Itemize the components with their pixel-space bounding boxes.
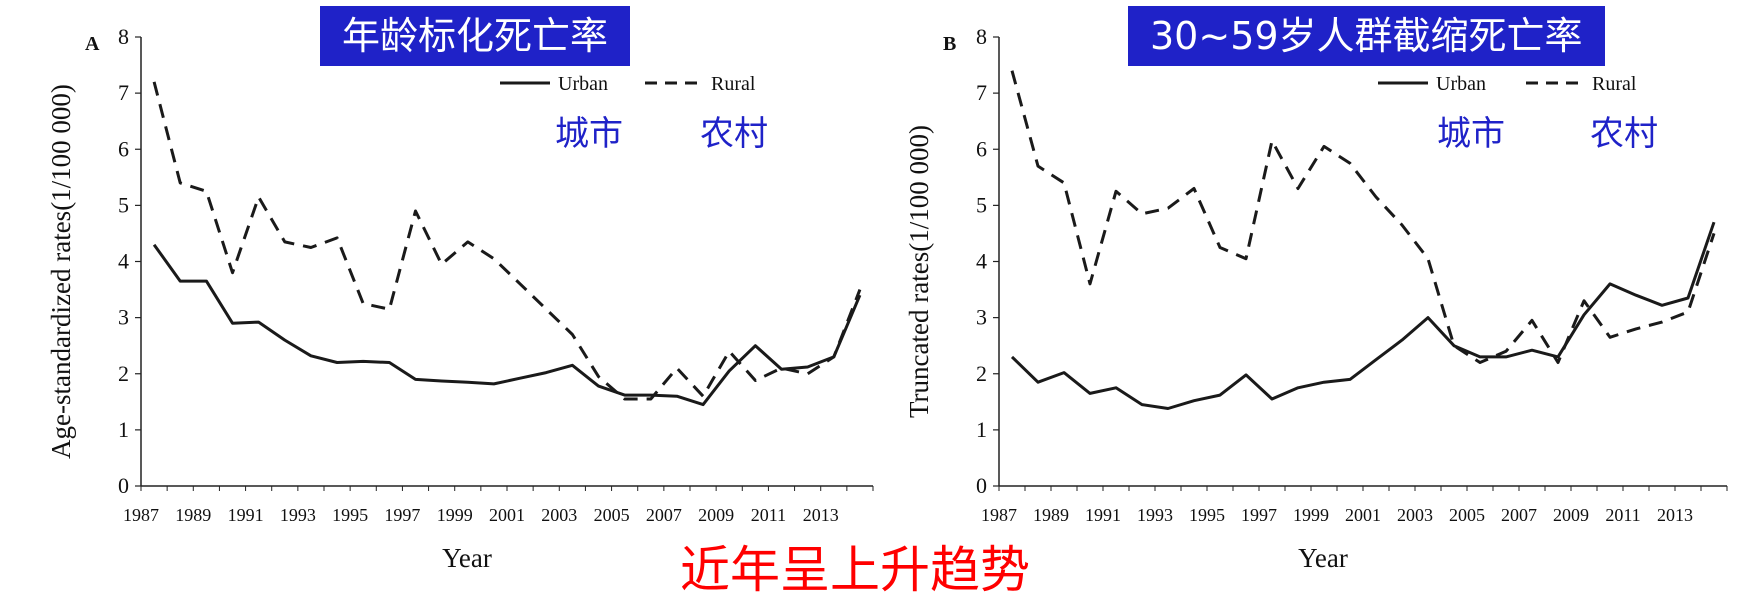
series-line-urban bbox=[1010, 221, 1716, 410]
panel-letter: B bbox=[943, 33, 956, 55]
y-axis-title: Truncated rates(1/100 000) bbox=[904, 125, 934, 418]
y-tick-label: 2 bbox=[118, 361, 129, 386]
x-tick-label: 1997 bbox=[1241, 505, 1277, 525]
x-tick-label: 2013 bbox=[803, 505, 839, 525]
x-tick-label: 2003 bbox=[541, 505, 577, 525]
series-line-rural bbox=[152, 81, 862, 401]
y-tick-label: 8 bbox=[976, 24, 987, 49]
x-tick-label: 2013 bbox=[1657, 505, 1693, 525]
series-line-rural bbox=[1010, 70, 1716, 364]
x-axis-title: Year bbox=[442, 543, 492, 573]
y-tick-label: 4 bbox=[976, 249, 987, 274]
legend-label-rural: Rural bbox=[711, 73, 756, 95]
x-tick-label: 2005 bbox=[594, 505, 630, 525]
x-tick-label: 1993 bbox=[1137, 505, 1173, 525]
trend-annotation: 近年呈上升趋势 bbox=[680, 541, 1030, 599]
y-tick-label: 3 bbox=[976, 305, 987, 330]
panel-a-title: 年龄标化死亡率 bbox=[320, 6, 631, 66]
y-tick-label: 5 bbox=[118, 192, 129, 217]
x-tick-label: 1997 bbox=[384, 505, 420, 525]
x-tick-label: 1987 bbox=[123, 505, 159, 525]
panel-b-legend-rural-cn: 农村 bbox=[1590, 114, 1658, 154]
x-tick-label: 2005 bbox=[1449, 505, 1485, 525]
x-tick-label: 2007 bbox=[1501, 505, 1537, 525]
x-tick-label: 1993 bbox=[280, 505, 316, 525]
legend-label-urban: Urban bbox=[558, 73, 608, 95]
x-tick-label: 1995 bbox=[1189, 505, 1225, 525]
x-tick-label: 2009 bbox=[698, 505, 734, 525]
y-tick-label: 2 bbox=[976, 361, 987, 386]
y-tick-label: 7 bbox=[976, 80, 987, 105]
panel-b: 0 1 2 3 4 5 6 7 8 1987 1989 1991 1993 1995 1997 1999 200… bbox=[904, 24, 1728, 573]
legend-label-rural: Rural bbox=[1592, 73, 1637, 95]
x-tick-label: 1991 bbox=[1085, 505, 1121, 525]
x-tick-label: 2009 bbox=[1553, 505, 1589, 525]
x-tick-label: 1999 bbox=[1293, 505, 1329, 525]
panel-a-legend-rural-cn: 农村 bbox=[700, 114, 768, 154]
x-tick-label: 1999 bbox=[437, 505, 473, 525]
y-tick-label: 6 bbox=[118, 136, 129, 161]
panel-letter: A bbox=[85, 33, 100, 55]
y-axis-title: Age-standardized rates(1/100 000) bbox=[46, 84, 76, 459]
y-tick-label: 1 bbox=[118, 417, 129, 442]
legend-label-urban: Urban bbox=[1436, 73, 1486, 95]
panel-b-legend-urban-cn: 城市 bbox=[1437, 114, 1505, 154]
x-tick-label: 1987 bbox=[981, 505, 1017, 525]
y-tick-label: 4 bbox=[118, 249, 129, 274]
x-tick-label: 1995 bbox=[332, 505, 368, 525]
x-tick-label: 2001 bbox=[1345, 505, 1381, 525]
y-tick-label: 6 bbox=[976, 136, 987, 161]
x-tick-label: 1989 bbox=[1033, 505, 1069, 525]
series-line-urban bbox=[152, 243, 862, 407]
y-tick-label: 1 bbox=[976, 417, 987, 442]
x-tick-label: 2001 bbox=[489, 505, 525, 525]
y-tick-label: 8 bbox=[118, 24, 129, 49]
y-tick-label: 0 bbox=[976, 473, 987, 498]
x-tick-label: 2003 bbox=[1397, 505, 1433, 525]
y-tick-label: 5 bbox=[976, 192, 987, 217]
x-tick-label: 1991 bbox=[228, 505, 264, 525]
y-tick-label: 3 bbox=[118, 305, 129, 330]
panel-b-title: 30~59岁人群截缩死亡率 bbox=[1128, 6, 1605, 66]
y-tick-label: 0 bbox=[118, 473, 129, 498]
panel-a-legend-urban-cn: 城市 bbox=[555, 114, 623, 154]
x-axis-title: Year bbox=[1298, 543, 1348, 573]
y-tick-label: 7 bbox=[118, 80, 129, 105]
panel-a: 0 1 2 3 4 5 6 7 8 1987 1989 1991 1993 1995 1997 1999 200… bbox=[46, 24, 874, 573]
x-tick-label: 2011 bbox=[1605, 505, 1640, 525]
x-tick-label: 2007 bbox=[646, 505, 682, 525]
x-tick-label: 1989 bbox=[175, 505, 211, 525]
x-tick-label: 2011 bbox=[751, 505, 786, 525]
